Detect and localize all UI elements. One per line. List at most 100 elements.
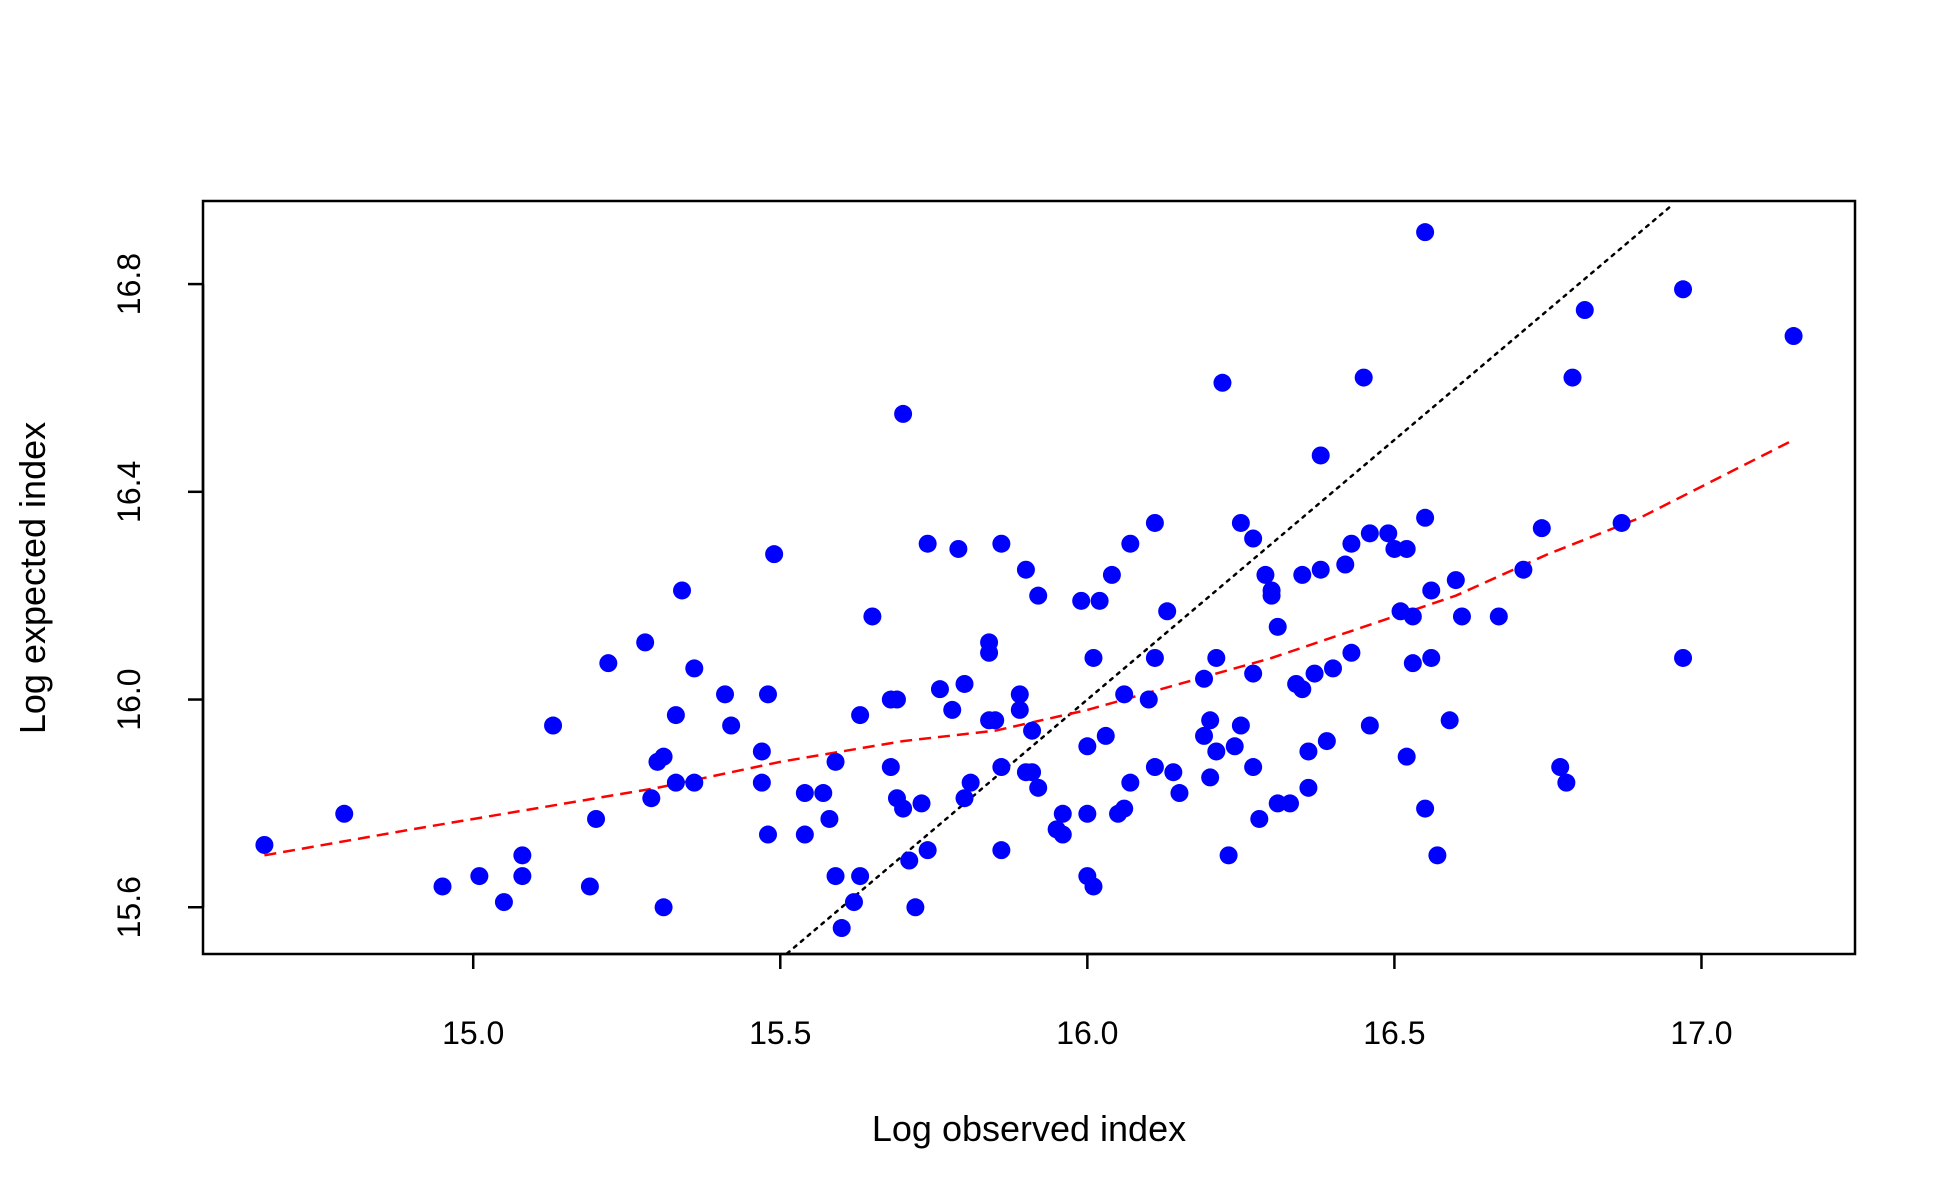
data-point [826, 752, 845, 771]
data-point [1575, 301, 1594, 320]
data-point [1256, 565, 1275, 584]
data-point [1231, 513, 1250, 532]
data-point [992, 758, 1011, 777]
data-point [1115, 799, 1134, 818]
data-point [544, 716, 563, 735]
x-tick-label: 16.0 [1056, 1015, 1118, 1051]
data-point [1244, 664, 1263, 683]
data-point [795, 784, 814, 803]
x-axis: 15.0 15.5 16.0 16.5 17.0 [442, 952, 1733, 1051]
data-point [1244, 529, 1263, 548]
data-point [1102, 565, 1121, 584]
data-point [1440, 711, 1459, 730]
data-point [1281, 794, 1300, 813]
smooth-line [264, 438, 1795, 857]
data-point [912, 794, 931, 813]
data-point [1262, 581, 1281, 600]
y-tick-label: 16.8 [111, 253, 147, 315]
data-point [255, 835, 274, 854]
data-point [513, 846, 532, 865]
data-point [906, 898, 925, 917]
data-point [1551, 758, 1570, 777]
data-point [1514, 560, 1533, 579]
data-point [654, 898, 673, 917]
data-point [1354, 368, 1373, 387]
data-point [1452, 607, 1471, 626]
trend-lines [264, 204, 1795, 954]
data-point [1213, 373, 1232, 392]
data-point [1416, 799, 1435, 818]
data-point [814, 784, 833, 803]
data-point [1416, 223, 1435, 242]
data-point [1250, 809, 1269, 828]
data-point [1195, 726, 1214, 745]
data-point [1299, 778, 1318, 797]
data-point [1612, 513, 1631, 532]
data-point [587, 809, 606, 828]
data-point [758, 825, 777, 844]
data-point [832, 919, 851, 938]
data-point [986, 711, 1005, 730]
data-point [1170, 784, 1189, 803]
data-point [685, 659, 704, 678]
data-point [1029, 778, 1048, 797]
y-tick-label: 16.4 [111, 461, 147, 523]
y-axis: 15.6 16.0 16.4 16.8 [111, 253, 205, 938]
data-point [1489, 607, 1508, 626]
data-point [980, 643, 999, 662]
data-point [335, 804, 354, 823]
data-point [1121, 534, 1140, 553]
data-point [1023, 763, 1042, 782]
data-point [992, 841, 1011, 860]
data-point [722, 716, 741, 735]
x-tick-label: 16.5 [1363, 1015, 1425, 1051]
data-point [894, 404, 913, 423]
data-point [752, 773, 771, 792]
data-point [1299, 742, 1318, 761]
y-tick-label: 15.6 [111, 876, 147, 938]
data-point [1090, 591, 1109, 610]
data-point [918, 534, 937, 553]
data-point [1219, 846, 1238, 865]
data-point [795, 825, 814, 844]
data-point [1207, 648, 1226, 667]
data-points [255, 223, 1803, 938]
x-tick-label: 15.5 [749, 1015, 811, 1051]
data-point [1016, 560, 1035, 579]
data-point [1145, 513, 1164, 532]
data-point [1360, 716, 1379, 735]
data-point [900, 851, 919, 870]
data-point [1674, 648, 1693, 667]
x-tick-label: 17.0 [1670, 1015, 1732, 1051]
data-point [1379, 524, 1398, 543]
data-point [1121, 773, 1140, 792]
data-point [1532, 519, 1551, 538]
data-point [1293, 680, 1312, 699]
data-point [1323, 659, 1342, 678]
data-point [1311, 446, 1330, 465]
data-point [961, 773, 980, 792]
data-point [1145, 648, 1164, 667]
data-point [955, 674, 974, 693]
data-point [1231, 716, 1250, 735]
data-point [1428, 846, 1447, 865]
x-tick-label: 15.0 [442, 1015, 504, 1051]
data-point [1029, 586, 1048, 605]
data-point [930, 680, 949, 699]
data-point [666, 773, 685, 792]
data-point [1164, 763, 1183, 782]
data-point [1078, 804, 1097, 823]
data-point [1195, 669, 1214, 688]
data-point [758, 685, 777, 704]
data-point [844, 893, 863, 912]
data-point [685, 773, 704, 792]
data-point [1201, 711, 1220, 730]
data-point [470, 867, 489, 886]
data-point [580, 877, 599, 896]
data-point [1096, 726, 1115, 745]
data-point [1201, 768, 1220, 787]
data-point [1225, 737, 1244, 756]
data-point [1115, 685, 1134, 704]
data-point [1342, 643, 1361, 662]
data-point [599, 654, 618, 673]
